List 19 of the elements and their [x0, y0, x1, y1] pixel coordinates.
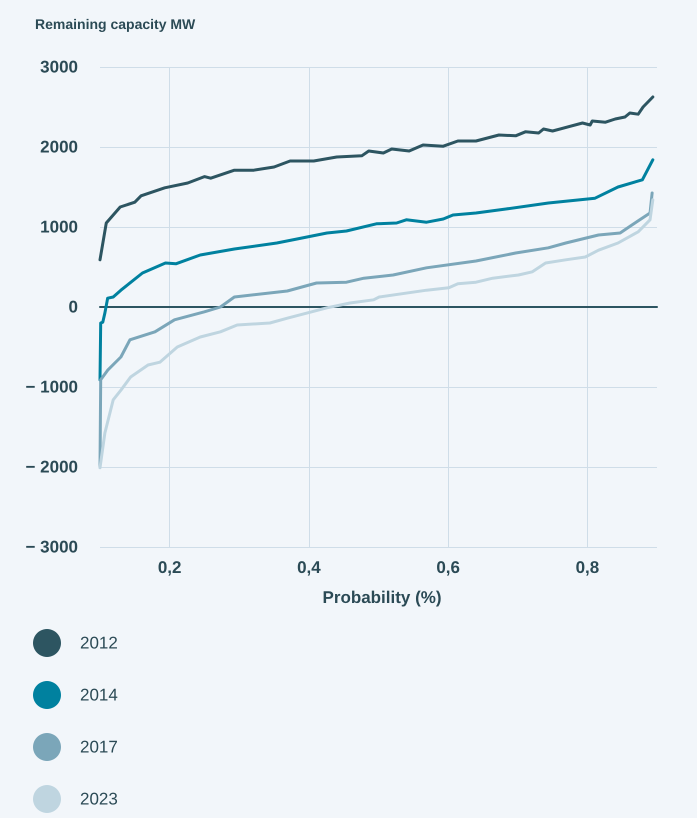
y-tick-label: 0 — [68, 298, 78, 316]
y-tick-label: − 3000 — [26, 538, 78, 556]
legend-label: 2017 — [80, 738, 118, 756]
legend-label: 2012 — [80, 634, 118, 652]
y-tick-label: 2000 — [40, 138, 78, 156]
line-series — [98, 158, 654, 382]
x-axis-title: Probability (%) — [322, 588, 442, 607]
x-tick-label: 0,8 — [576, 558, 600, 577]
x-tick-label: 0,2 — [158, 558, 182, 577]
y-tick-label: − 2000 — [26, 458, 78, 476]
y-axis-title: Remaining capacity MW — [35, 16, 196, 32]
y-tick-label: 3000 — [40, 58, 78, 76]
x-tick-label: 0,6 — [436, 558, 460, 577]
legend-label: 2023 — [80, 790, 118, 808]
y-tick-label: − 1000 — [26, 378, 78, 396]
y-tick-label: 1000 — [40, 218, 78, 236]
line-series — [98, 96, 654, 262]
x-tick-label: 0,4 — [297, 558, 322, 577]
legend-label: 2014 — [80, 686, 118, 704]
